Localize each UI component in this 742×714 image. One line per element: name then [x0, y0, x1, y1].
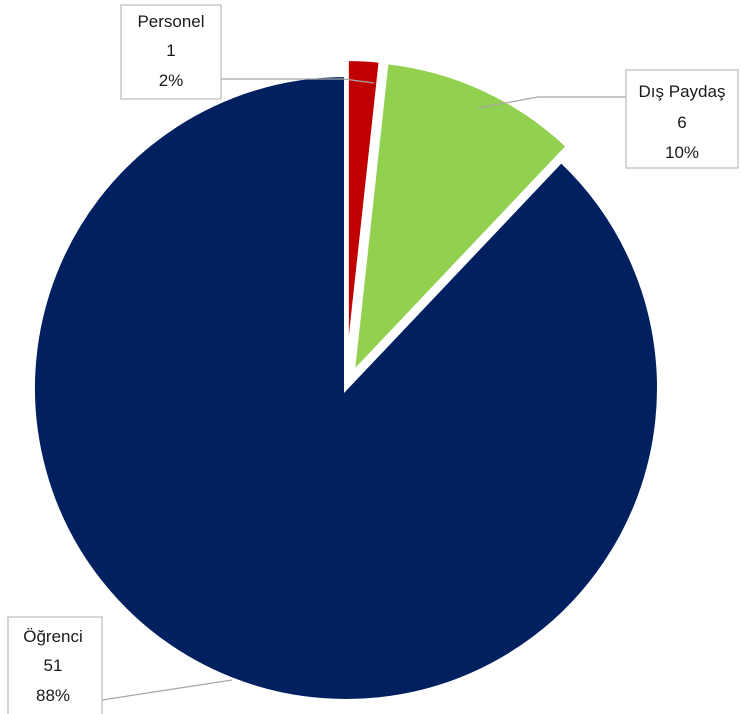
- data-label-dis-paydas: Dış Paydaş 6 10%: [625, 69, 739, 169]
- data-label-box-personel: [120, 4, 222, 100]
- data-label-percent-personel: 2%: [159, 71, 184, 90]
- data-label-name-dis-paydas: Dış Paydaş: [639, 82, 726, 101]
- data-label-box-dis-paydas: [625, 69, 739, 169]
- data-label-ogrenci: Öğrenci 51 88%: [7, 616, 103, 714]
- pie-slices: [31, 57, 661, 703]
- data-label-value-dis-paydas: 6: [677, 113, 686, 132]
- data-label-name-ogrenci: Öğrenci: [23, 627, 83, 646]
- data-label-percent-ogrenci: 88%: [36, 686, 70, 705]
- slice-ogrenci: [31, 72, 661, 703]
- data-label-personel: Personel 1 2%: [120, 4, 222, 100]
- slice-dis-paydas: [350, 60, 571, 380]
- leader-line-dis-paydas: [477, 96, 626, 109]
- slice-personel: [344, 57, 383, 373]
- data-label-box-ogrenci: [7, 616, 103, 714]
- data-label-value-personel: 1: [166, 41, 175, 60]
- data-label-name-personel: Personel: [137, 12, 204, 31]
- leader-line-ogrenci: [101, 679, 233, 701]
- data-label-value-ogrenci: 51: [44, 656, 63, 675]
- data-label-percent-dis-paydas: 10%: [665, 143, 699, 162]
